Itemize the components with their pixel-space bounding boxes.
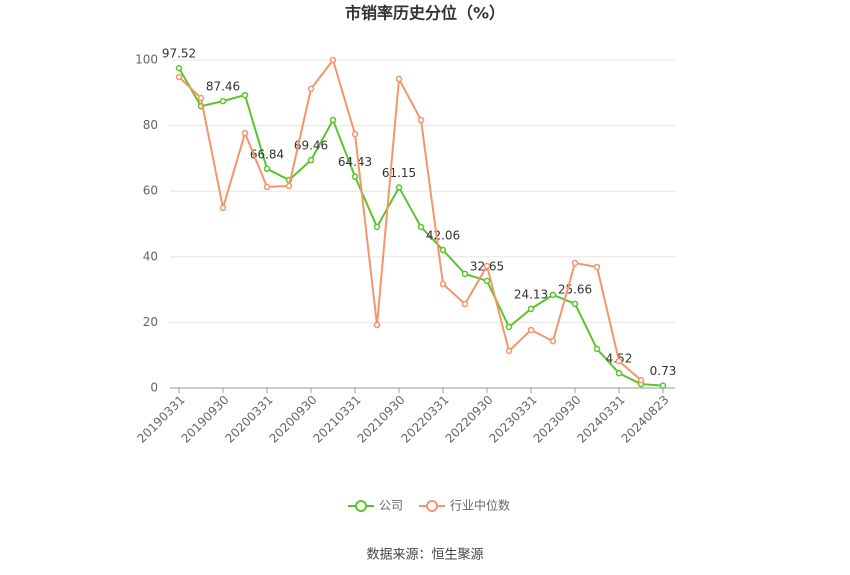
point [307,85,315,93]
point [461,270,469,278]
point [593,345,601,353]
point [285,182,293,190]
x-tick-label: 20240823 [619,393,672,446]
point [527,305,535,313]
point [197,94,205,102]
point [439,246,447,254]
legend-label: 行业中位数 [450,498,510,513]
point [219,204,227,212]
point [615,369,623,377]
point [417,116,425,124]
point [615,357,623,365]
point [637,376,645,384]
point [263,183,271,191]
point [439,280,447,288]
data-label: 87.46 [206,80,240,94]
point [263,165,271,173]
data-label: 97.52 [162,47,196,61]
point [329,116,337,124]
y-tick-label: 80 [143,118,158,132]
point [373,321,381,329]
point [593,263,601,271]
point [571,300,579,308]
point [659,382,667,389]
chart-title: 市销率历史分位（%） [345,4,505,23]
point [483,262,491,270]
data-label: 61.15 [382,166,416,180]
point [549,291,557,299]
point [461,300,469,308]
y-tick-label: 60 [143,184,158,198]
data-label: 24.13 [514,287,548,301]
point [505,347,513,355]
y-tick-label: 0 [150,381,158,395]
point [505,323,513,331]
legend-label: 公司 [379,499,403,513]
series-line [178,57,642,381]
point [175,73,183,81]
data-label: 25.66 [558,282,592,296]
legend-marker [426,500,439,512]
y-tick-label: 20 [143,315,158,329]
point [329,56,337,64]
point [571,259,579,267]
point [549,337,557,345]
data-label: 66.84 [250,147,284,161]
data-label: 69.46 [294,139,328,153]
point [351,173,359,180]
data-label: 42.06 [426,229,460,243]
y-tick-label: 100 [135,53,158,67]
point [373,223,381,231]
point [395,75,403,83]
legend-marker [355,500,367,512]
point [241,91,249,99]
data-label: 64.43 [338,155,372,169]
point [351,130,359,138]
point [307,156,315,164]
point [527,326,535,334]
point [483,277,491,285]
point [219,97,227,105]
point [175,64,183,72]
point [395,184,403,191]
data-label: 0.73 [650,364,677,378]
y-tick-label: 40 [143,249,158,263]
source: 数据来源：恒生聚源 [366,548,483,563]
point [241,129,249,137]
point [417,223,425,231]
